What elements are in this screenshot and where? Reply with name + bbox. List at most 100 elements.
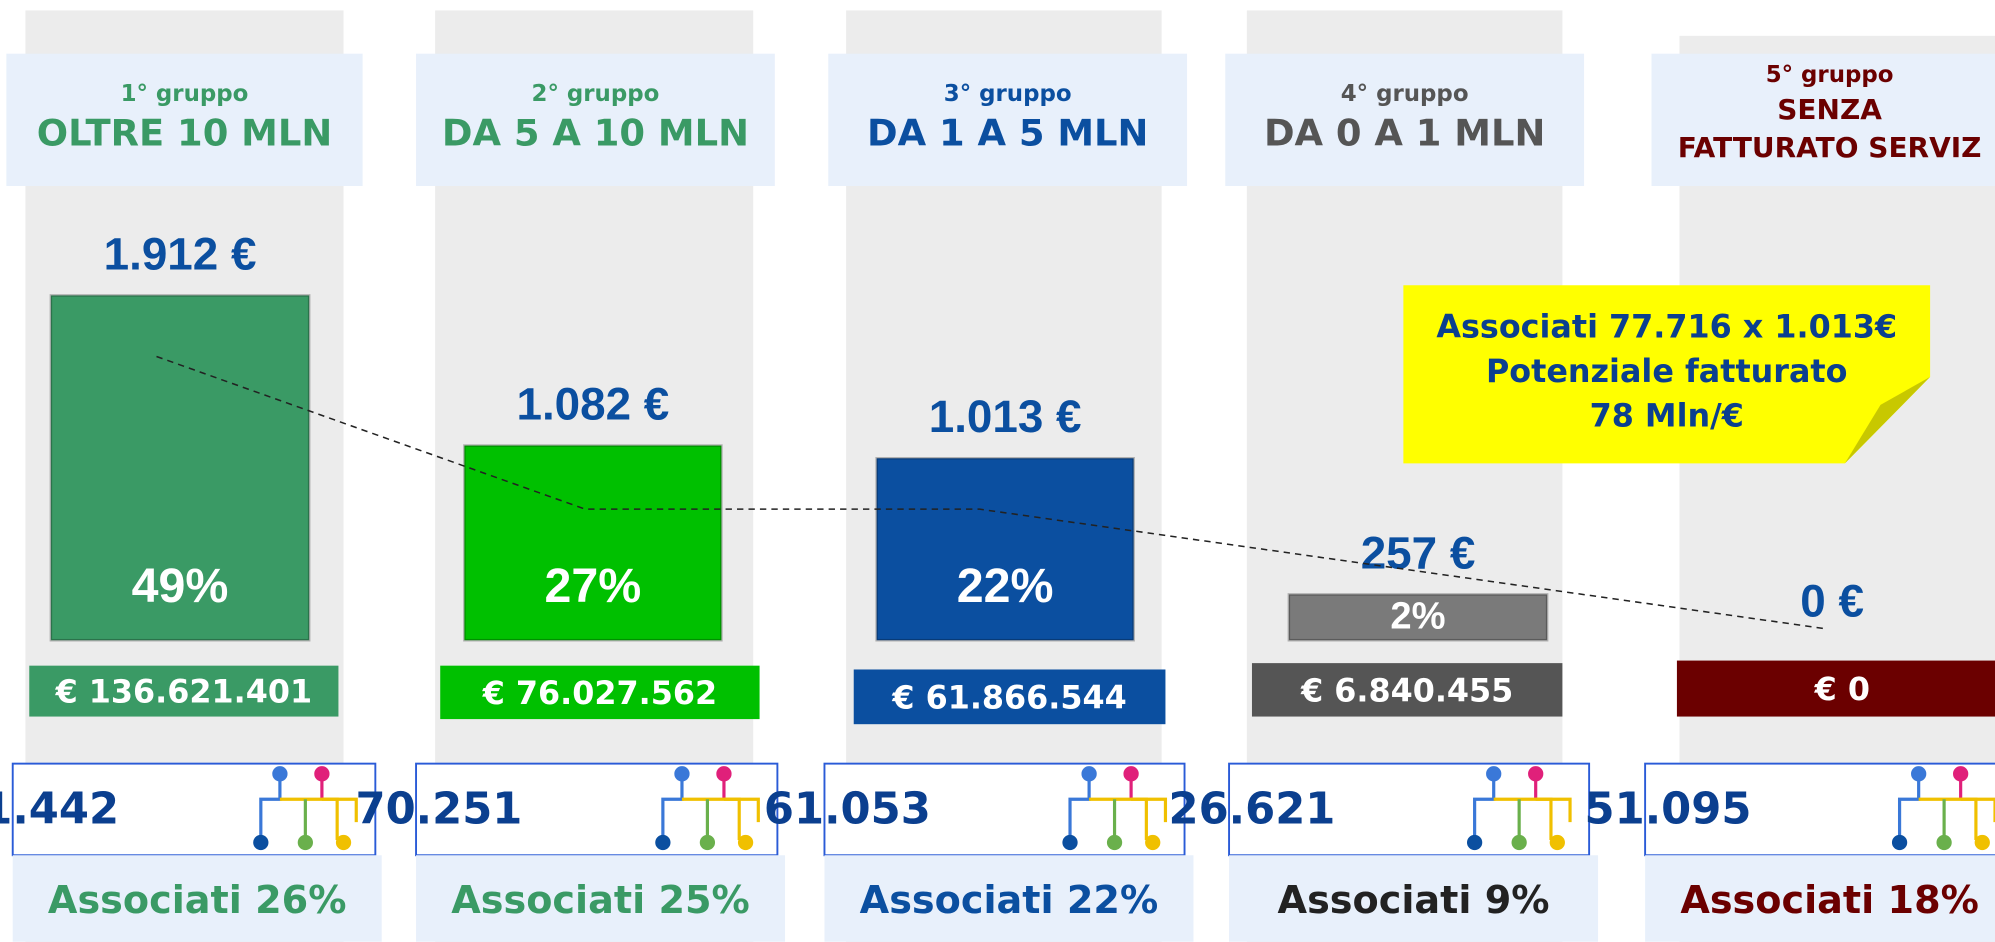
note <box>1403 285 1931 464</box>
network-icon <box>253 766 358 851</box>
members-share: Associati 22% <box>860 878 1159 922</box>
group-range: OLTRE 10 MLN <box>37 112 333 155</box>
network-icon <box>1466 766 1572 851</box>
icon-node <box>699 834 716 851</box>
members-share-box <box>824 855 1194 942</box>
icon-node <box>716 766 732 782</box>
share-label: 22% <box>957 559 1054 613</box>
icon-node <box>737 834 754 851</box>
icon-node <box>1062 834 1078 851</box>
per-member-value: 1.912 € <box>104 228 257 279</box>
group-rank: 5° gruppo <box>1766 62 1894 88</box>
icon-line <box>1960 797 1995 823</box>
note-line: Associati 77.716 x 1.013€ <box>1436 309 1897 346</box>
icon-node <box>1528 766 1544 782</box>
header-box <box>1225 53 1585 186</box>
revenue: € 76.027.562 <box>482 675 717 712</box>
members: 51.095 <box>1585 784 1752 834</box>
network-icon <box>655 766 760 851</box>
icon-node <box>335 834 352 851</box>
icon-node <box>272 766 288 782</box>
header-box <box>416 53 775 186</box>
note-line: Potenziale fatturato <box>1486 353 1847 390</box>
members-share: Associati 25% <box>451 878 750 922</box>
group-range: DA 0 A 1 MLN <box>1264 112 1545 155</box>
network-icon <box>1062 766 1168 851</box>
members-share-box <box>416 855 786 942</box>
icon-line <box>1068 773 1091 840</box>
members-share-box <box>1645 855 1995 942</box>
group-rank: 4° gruppo <box>1341 81 1469 107</box>
icon-node <box>1106 834 1123 851</box>
members-share: Associati 26% <box>48 878 347 922</box>
bar <box>49 294 311 642</box>
icon-node <box>1123 766 1139 782</box>
icon-node <box>674 766 690 782</box>
icon-line <box>1535 797 1572 823</box>
header-box <box>1651 53 1995 186</box>
members-share-box <box>12 855 382 942</box>
share-label: 27% <box>545 559 642 613</box>
icon-line <box>723 797 760 823</box>
icon-node <box>1511 834 1527 851</box>
members-box <box>823 762 1186 857</box>
header-box <box>6 53 363 186</box>
per-member-value: 1.082 € <box>516 378 669 429</box>
icon-node <box>1911 766 1927 782</box>
group-range: SENZA <box>1777 93 1882 126</box>
icon-node <box>1081 766 1097 782</box>
members-share: Associati 18% <box>1680 878 1979 922</box>
icon-line <box>1131 797 1168 823</box>
revenue: € 6.840.455 <box>1300 672 1513 709</box>
members-share: Associati 9% <box>1278 878 1550 922</box>
icon-node <box>655 834 671 851</box>
icon-node <box>1974 834 1990 851</box>
icon-line <box>259 773 282 840</box>
revenue-box <box>1676 660 1995 717</box>
note-fold <box>1844 376 1931 464</box>
bar <box>1287 593 1549 642</box>
revenue-box <box>853 669 1166 725</box>
revenue: € 61.866.544 <box>891 679 1126 716</box>
trend-line <box>156 355 1826 630</box>
members: 70.251 <box>355 784 522 834</box>
icon-line <box>661 773 684 840</box>
note-line: 78 Mln/€ <box>1590 398 1744 435</box>
members: 61.053 <box>764 784 931 834</box>
header-box <box>828 53 1188 186</box>
per-member-value: 0 € <box>1800 576 1864 627</box>
per-member-value: 257 € <box>1361 527 1476 578</box>
members: 71.442 <box>0 784 119 834</box>
icon-node <box>1466 834 1483 851</box>
revenue-box <box>440 665 760 720</box>
revenue: € 136.621.401 <box>55 674 312 711</box>
network-icon <box>1891 766 1995 851</box>
icon-node <box>253 834 269 851</box>
members-box <box>1644 762 1995 857</box>
group-rank: 2° gruppo <box>532 81 660 107</box>
bar <box>463 444 723 642</box>
icon-node <box>1953 766 1969 782</box>
per-member-value: 1.013 € <box>929 391 1082 442</box>
share-label: 2% <box>1390 595 1445 638</box>
members-box <box>11 762 377 857</box>
revenue-box <box>1251 663 1563 717</box>
icon-node <box>1549 834 1565 851</box>
icon-node <box>1891 834 1908 851</box>
icon-line <box>1473 773 1496 840</box>
icon-node <box>1486 766 1502 782</box>
icon-node <box>1936 834 1952 851</box>
group-range: DA 5 A 10 MLN <box>442 112 749 155</box>
icon-node <box>1145 834 1161 851</box>
group-range: FATTURATO SERVIZ <box>1678 131 1982 164</box>
group-range: DA 1 A 5 MLN <box>867 112 1148 155</box>
bar <box>875 457 1135 642</box>
members-share-box <box>1229 855 1599 942</box>
members: 26.621 <box>1169 784 1336 834</box>
group-rank: 3° gruppo <box>944 81 1072 107</box>
share-label: 49% <box>132 559 229 613</box>
revenue-box <box>29 665 339 717</box>
group-rank: 1° gruppo <box>121 81 249 107</box>
